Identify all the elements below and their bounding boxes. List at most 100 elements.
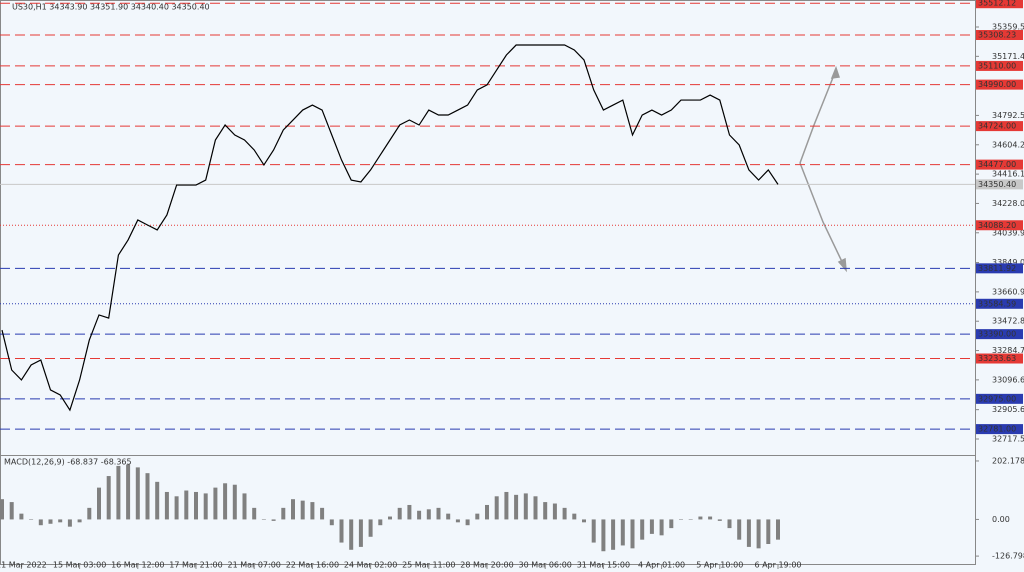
- y-tick-label: 33096.60: [992, 375, 1024, 384]
- macd-bar: [145, 473, 150, 520]
- macd-bar: [320, 507, 325, 520]
- macd-bar: [0, 499, 4, 520]
- macd-bar: [77, 519, 82, 523]
- macd-bar: [329, 519, 334, 526]
- macd-bar: [504, 491, 509, 520]
- macd-bar: [388, 516, 392, 520]
- macd-bar: [349, 519, 354, 550]
- macd-bar: [339, 519, 344, 543]
- y-tick-label: 0.00: [992, 515, 1010, 524]
- macd-bar: [407, 504, 412, 520]
- macd-bar: [203, 493, 208, 520]
- macd-bar: [164, 491, 169, 520]
- macd-bar: [523, 493, 528, 520]
- macd-bar: [97, 487, 101, 520]
- macd-bar: [465, 519, 470, 526]
- level-label: 34990.00: [978, 80, 1016, 89]
- x-tick-label: 21 Mar 07:00: [227, 561, 280, 570]
- macd-bar: [9, 502, 14, 520]
- x-tick-label: 31 Mar 15:00: [577, 561, 630, 570]
- macd-bar: [67, 519, 72, 527]
- level-box: [976, 0, 1023, 9]
- macd-bar: [358, 519, 363, 547]
- level-label: 34088.20: [978, 221, 1016, 230]
- level-box: [976, 79, 1023, 90]
- macd-bar: [494, 496, 499, 520]
- macd-bar: [291, 499, 295, 520]
- macd-bar: [58, 519, 63, 523]
- macd-bar: [533, 496, 538, 520]
- y-tick-label: 34792.55: [992, 111, 1024, 120]
- level-box: [976, 329, 1023, 340]
- macd-bar: [708, 516, 713, 520]
- y-tick-label: 33284.70: [992, 346, 1024, 355]
- macd-bar: [106, 476, 111, 520]
- x-tick-label: 30 Mar 06:00: [518, 561, 571, 570]
- y-tick-label: -126.798: [992, 552, 1024, 561]
- macd-bar: [184, 490, 189, 520]
- macd-bar: [135, 467, 140, 520]
- x-tick-label: 28 Mar 20:00: [460, 561, 513, 570]
- macd-bar: [679, 519, 683, 520]
- macd-bar: [698, 516, 703, 520]
- level-box: [976, 353, 1023, 364]
- level-label: 32781.00: [978, 425, 1016, 434]
- macd-bar: [417, 510, 422, 520]
- level-box: [976, 263, 1023, 274]
- arrow-head: [837, 257, 847, 273]
- level-box: [976, 220, 1023, 231]
- level-box: [976, 159, 1023, 170]
- y-tick-label: 35359.59: [992, 22, 1024, 31]
- up-arrow: [799, 69, 837, 164]
- x-tick-label: 25 Mar 11:00: [402, 561, 455, 570]
- macd-bar: [717, 519, 722, 521]
- macd-bar: [669, 519, 674, 529]
- level-box: [976, 179, 1023, 190]
- level-box: [976, 60, 1023, 71]
- level-box: [976, 424, 1023, 435]
- macd-bar: [756, 519, 761, 549]
- macd-bar: [232, 484, 237, 520]
- macd-bar: [611, 519, 616, 550]
- macd-bar: [310, 502, 315, 520]
- level-box: [976, 121, 1023, 132]
- macd-bar: [155, 481, 160, 520]
- y-tick-label: 34039.95: [992, 228, 1024, 237]
- y-tick-label: 32717.55: [992, 434, 1024, 443]
- level-label: 33811.92: [978, 264, 1016, 273]
- macd-bar: [19, 513, 24, 520]
- macd-bar: [746, 519, 751, 547]
- macd-bar: [659, 519, 664, 536]
- macd-bar: [194, 491, 198, 520]
- macd-bar: [38, 519, 43, 526]
- macd-bar: [261, 519, 266, 520]
- macd-bar: [737, 519, 742, 540]
- macd-bar: [475, 513, 480, 520]
- macd-bar: [688, 519, 693, 520]
- macd-bar: [126, 464, 131, 520]
- y-tick-label: 34416.15: [992, 170, 1024, 179]
- level-label: 35110.00: [978, 61, 1016, 70]
- macd-bar: [368, 519, 373, 537]
- macd-bar: [572, 513, 577, 520]
- macd-bar: [378, 519, 383, 526]
- macd-bar: [242, 493, 247, 520]
- x-tick-label: 11 Mar 2022: [0, 561, 47, 570]
- x-tick-label: 15 Mar 03:00: [53, 561, 106, 570]
- macd-bar: [640, 519, 645, 540]
- macd-bar: [426, 509, 431, 520]
- macd-bar: [446, 513, 451, 520]
- chart-title: US30,H1 34343.90 34351.90 34340.40 34350…: [12, 3, 210, 12]
- macd-bar: [514, 494, 519, 520]
- macd-bar: [591, 519, 596, 543]
- y-tick-label: 34228.05: [992, 199, 1024, 208]
- x-tick-label: 17 Mar 21:00: [169, 561, 222, 570]
- level-box: [976, 298, 1023, 309]
- macd-bar: [766, 519, 771, 545]
- macd-bar: [397, 507, 402, 520]
- projection-arrows: [799, 65, 847, 273]
- macd-bar: [776, 519, 780, 540]
- macd-bar: [116, 465, 121, 520]
